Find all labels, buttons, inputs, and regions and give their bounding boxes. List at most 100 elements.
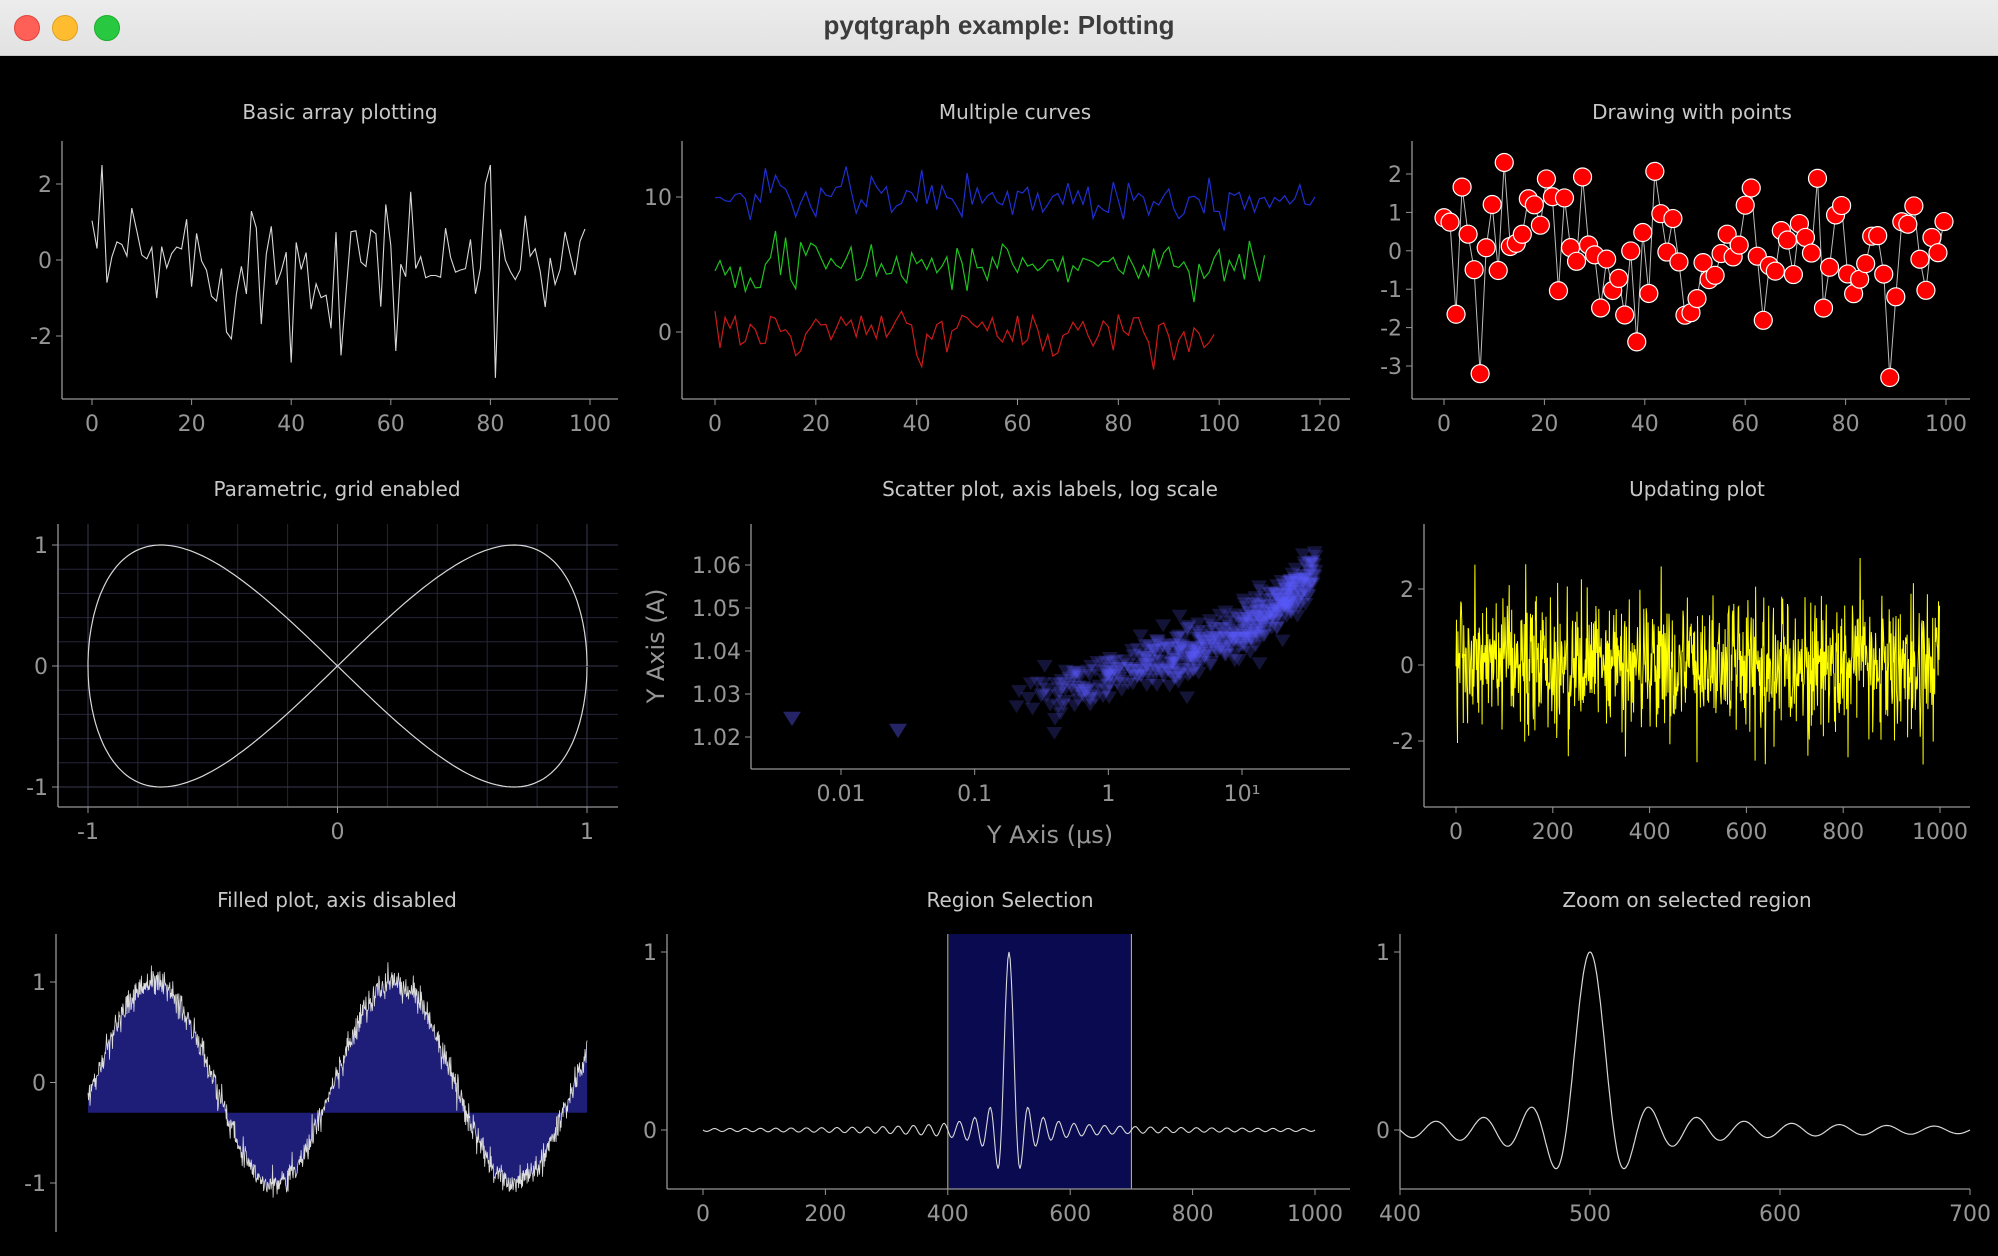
scatter-point xyxy=(1189,647,1206,660)
scatter-point xyxy=(1292,598,1309,611)
scatter-point xyxy=(1101,677,1118,691)
scatter-point xyxy=(1189,631,1206,645)
scatter-point xyxy=(1173,663,1190,676)
scatter-point xyxy=(1052,707,1069,721)
scatter-point xyxy=(1230,653,1247,667)
scatter-point xyxy=(1273,574,1290,588)
y-tick-label: -2 xyxy=(1392,730,1414,755)
x-tick-label: 0.1 xyxy=(957,782,992,807)
plot-title: Drawing with points xyxy=(1592,100,1792,124)
data-curve xyxy=(1399,951,1971,1170)
scatter-point xyxy=(1234,617,1251,630)
plot-zoom-region[interactable]: Zoom on selected region 400 500 600 700 1 0 xyxy=(1376,888,1991,1227)
scatter-point xyxy=(1193,655,1210,669)
plot-parametric-grid[interactable]: Parametric, grid enabled -1 0 1 1 0 -1 xyxy=(26,477,618,845)
y-tick-label: 1.03 xyxy=(692,683,741,708)
red-curve xyxy=(714,309,1215,370)
scatter-point xyxy=(1236,628,1253,642)
scatter-point xyxy=(1244,626,1261,640)
scatter-point xyxy=(1247,591,1264,604)
scatter-point xyxy=(1073,686,1090,699)
scatter-point xyxy=(1240,612,1257,626)
scatter-point xyxy=(1129,670,1146,683)
scatter-point xyxy=(1141,640,1158,654)
scatter-point xyxy=(1249,603,1266,617)
scatter-point xyxy=(1281,585,1298,599)
scatter-point xyxy=(1274,594,1291,608)
data-point xyxy=(1488,260,1508,281)
scatter-point xyxy=(1268,587,1285,601)
scatter-point xyxy=(1180,655,1197,669)
scatter-point xyxy=(1297,573,1314,587)
scatter-point xyxy=(1111,661,1128,675)
scatter-point xyxy=(1284,585,1301,598)
data-point xyxy=(1831,195,1852,216)
plot-title: Basic array plotting xyxy=(242,100,437,124)
scatter-point xyxy=(1248,619,1265,633)
scatter-point xyxy=(1223,629,1240,643)
scatter-point xyxy=(1129,670,1146,683)
scatter-point xyxy=(1202,633,1219,647)
scatter-point xyxy=(1234,615,1251,629)
scatter-point xyxy=(1101,651,1118,665)
scatter-point xyxy=(1087,664,1104,677)
plot-title: Parametric, grid enabled xyxy=(213,477,460,501)
scatter-point xyxy=(1133,668,1150,682)
scatter-point xyxy=(1305,569,1322,582)
scatter-point xyxy=(1247,596,1264,610)
scatter-point xyxy=(1296,572,1313,585)
plot-scatter-log-scale[interactable]: Scatter plot, axis labels, log scale 0.01… xyxy=(642,477,1350,849)
scatter-point xyxy=(1020,692,1037,705)
scatter-point xyxy=(1296,584,1313,598)
data-point xyxy=(1524,195,1544,215)
data-point xyxy=(1464,260,1484,280)
plot-filled[interactable]: Filled plot, axis disabled 1 0 -1 xyxy=(24,888,588,1232)
scatter-point xyxy=(1252,604,1269,618)
data-point xyxy=(1452,177,1472,197)
scatter-point xyxy=(1139,668,1156,682)
scatter-point xyxy=(1282,575,1299,589)
scatter-point xyxy=(1070,693,1087,707)
scatter-point xyxy=(1213,630,1230,644)
data-point xyxy=(1530,215,1550,235)
maximize-window-button[interactable] xyxy=(94,15,120,41)
close-window-button[interactable] xyxy=(14,15,40,41)
scatter-point xyxy=(1133,663,1150,677)
scatter-point xyxy=(1221,619,1238,633)
scatter-point xyxy=(1252,613,1269,627)
scatter-point xyxy=(1236,597,1253,611)
scatter-point xyxy=(1273,604,1290,618)
scatter-point xyxy=(1217,631,1234,645)
scatter-point xyxy=(1242,646,1259,659)
data-point xyxy=(1910,249,1930,269)
plot-region-selection[interactable]: Region Selection 0 200 400 600 800 1000 1 0 xyxy=(643,888,1350,1227)
minimize-window-button[interactable] xyxy=(52,15,78,41)
scatter-point xyxy=(1236,631,1253,644)
scatter-point xyxy=(1290,592,1307,606)
scatter-point xyxy=(1301,568,1318,582)
scatter-point xyxy=(1196,638,1213,652)
scatter-point xyxy=(1275,593,1292,606)
scatter-point xyxy=(1082,698,1099,712)
scatter-point xyxy=(1139,657,1156,671)
scatter-point xyxy=(1148,663,1165,677)
scatter-point xyxy=(1094,657,1111,671)
plot-updating[interactable]: Updating plot 0 200 400 600 800 1000 2 0 -2 xyxy=(1392,477,1970,845)
scatter-point xyxy=(1159,662,1176,676)
scatter-point xyxy=(1257,603,1274,617)
scatter-point xyxy=(1135,665,1152,679)
scatter-point xyxy=(1067,665,1084,679)
scatter-point xyxy=(1089,655,1106,669)
scatter-point xyxy=(1306,546,1323,559)
scatter-point xyxy=(1181,651,1198,665)
plot-drawing-with-points[interactable]: Drawing with points 0 20 40 60 80 100 2 1 0 -1 -2 -3 xyxy=(1380,100,1970,437)
data-point xyxy=(1615,305,1635,325)
scatter-point xyxy=(1216,645,1233,659)
scatter-point xyxy=(1304,577,1321,591)
scatter-point xyxy=(1288,573,1305,587)
scatter-point xyxy=(1292,572,1309,586)
